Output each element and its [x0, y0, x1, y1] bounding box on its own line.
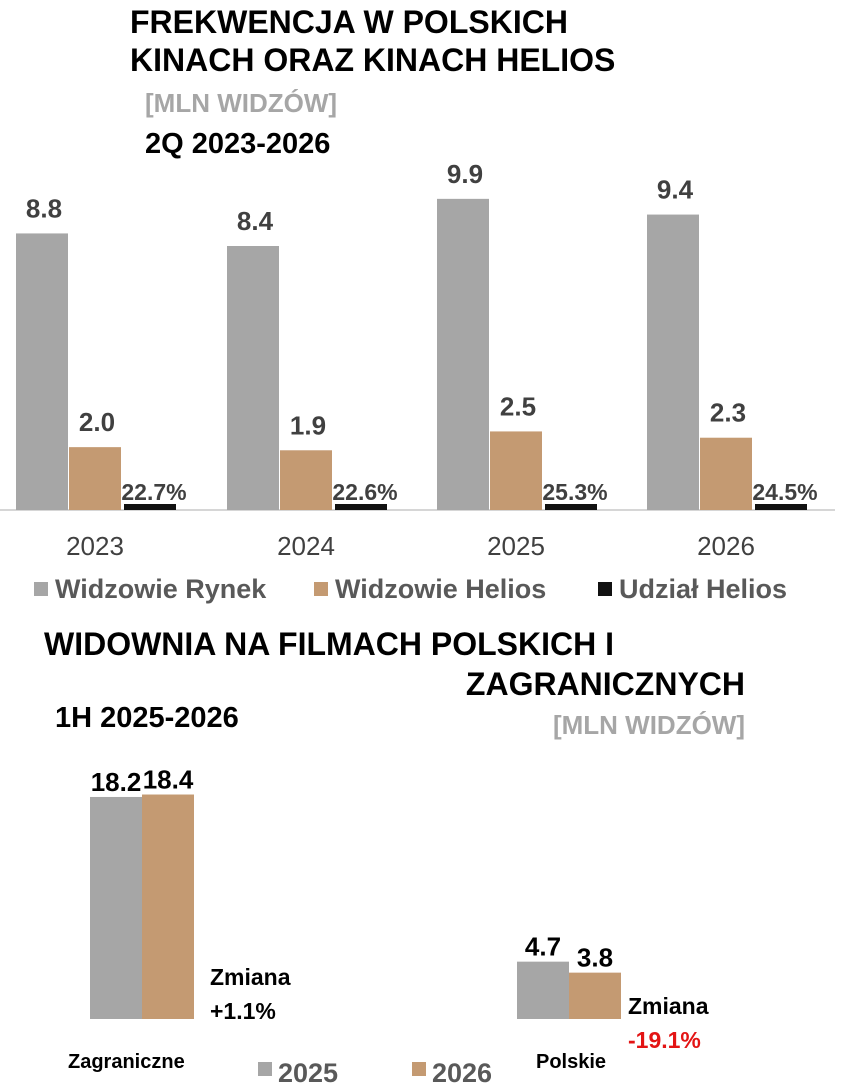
data-label-helios-2026: 2.3 — [710, 398, 746, 428]
chart1-title-line2: KINACH ORAZ KINACH HELIOS — [130, 42, 616, 78]
legend-label-1: Widzowie Helios — [335, 574, 546, 604]
x-tick-label-2025: 2025 — [487, 531, 545, 561]
data-label-share-2024: 22.6% — [332, 479, 397, 505]
change-value-Zagraniczne: +1.1% — [210, 998, 276, 1024]
bar-market-2026 — [647, 214, 699, 511]
change-value-Polskie: -19.1% — [628, 1027, 701, 1053]
bar-share-2025 — [545, 504, 597, 510]
bar-helios-2025 — [490, 431, 542, 510]
data-label-2026-Zagraniczne: 18.4 — [143, 765, 194, 795]
chart1-subtitle: 2Q 2023-2026 — [145, 128, 331, 160]
data-label-share-2025: 25.3% — [542, 479, 607, 505]
bar-share-2023 — [124, 504, 176, 510]
chart1-title-line1: FREKWENCJA W POLSKICH — [130, 4, 568, 40]
data-label-market-2026: 9.4 — [657, 175, 694, 205]
bar-market-2025 — [437, 198, 489, 510]
chart2-title-line1: WIDOWNIA NA FILMACH POLSKICH I — [44, 626, 615, 662]
data-label-2025-Polskie: 4.7 — [525, 932, 561, 962]
legend-swatch-2025 — [258, 1062, 272, 1076]
bar-2025-Zagraniczne — [90, 796, 142, 1019]
legend-swatch-0 — [34, 582, 48, 596]
data-label-share-2026: 24.5% — [752, 479, 817, 505]
bar-share-2026 — [755, 504, 807, 510]
bar-share-2024 — [335, 504, 387, 510]
bar-helios-2026 — [700, 437, 752, 510]
chart2-subtitle: 1H 2025-2026 — [55, 702, 239, 734]
x-tick-label-2026: 2026 — [697, 531, 755, 561]
legend-label-2025: 2025 — [278, 1058, 338, 1088]
bar-helios-2024 — [280, 450, 332, 510]
bar-market-2023 — [16, 233, 68, 510]
legend-label-2: Udział Helios — [619, 574, 787, 604]
bar-market-2024 — [227, 246, 279, 510]
data-label-2026-Polskie: 3.8 — [577, 943, 613, 973]
data-label-2025-Zagraniczne: 18.2 — [91, 767, 142, 797]
chart1-unit: [MLN WIDZÓW] — [145, 88, 338, 118]
legend-label-0: Widzowie Rynek — [55, 574, 267, 604]
bar-2026-Polskie — [569, 972, 621, 1019]
change-label-Zagraniczne: Zmiana — [210, 964, 291, 990]
legend-label-2026: 2026 — [432, 1058, 492, 1088]
data-label-helios-2023: 2.0 — [79, 407, 115, 437]
bar-2026-Zagraniczne — [142, 794, 194, 1019]
data-label-helios-2025: 2.5 — [500, 391, 536, 421]
data-label-market-2024: 8.4 — [237, 206, 274, 236]
x-tick-label-Zagraniczne: Zagraniczne — [68, 1051, 185, 1073]
x-tick-label-Polskie: Polskie — [536, 1051, 606, 1073]
legend-swatch-1 — [314, 582, 328, 596]
x-tick-label-2024: 2024 — [277, 531, 335, 561]
bar-helios-2023 — [69, 447, 121, 510]
data-label-market-2025: 9.9 — [447, 159, 483, 189]
chart2-unit: [MLN WIDZÓW] — [552, 710, 745, 740]
chart1-plot: 8.8 2.0 22.7% 2023 8.4 1.9 22.6% 2024 9.9 2.5 25.3… — [0, 159, 835, 604]
chart2-title-line2: ZAGRANICZNYCH — [465, 666, 745, 702]
legend-swatch-2 — [598, 582, 612, 596]
data-label-helios-2024: 1.9 — [290, 410, 326, 440]
change-label-Polskie: Zmiana — [628, 993, 709, 1019]
data-label-share-2023: 22.7% — [121, 479, 186, 505]
legend-swatch-2026 — [412, 1062, 426, 1076]
bar-2025-Polskie — [517, 961, 569, 1019]
data-label-market-2023: 8.8 — [26, 193, 62, 223]
x-tick-label-2023: 2023 — [66, 531, 124, 561]
